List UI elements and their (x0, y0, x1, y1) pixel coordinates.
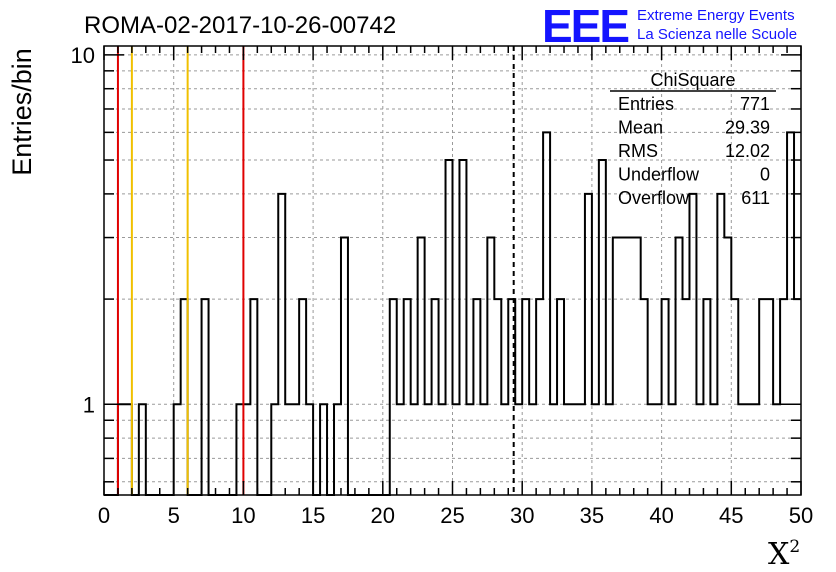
histogram-bin (689, 194, 696, 495)
stats-rows: Entries 771 Mean 29.39 RMS 12.02 Underflow 0 Ove… (618, 94, 770, 208)
stats-label: Mean (618, 118, 663, 138)
axes (103, 45, 802, 496)
histogram-bin (522, 299, 529, 495)
histogram-bin (585, 194, 592, 495)
histogram-bin (250, 299, 257, 495)
histogram-bin (613, 238, 620, 495)
histogram-bin (390, 299, 397, 495)
x-axis-label: X2 (768, 537, 800, 572)
chart-title: ROMA-02-2017-10-26-00742 (84, 12, 396, 39)
x-tick-label: 5 (168, 503, 180, 528)
histogram-bin (299, 299, 306, 495)
histogram-bin (683, 299, 690, 495)
histogram-bin (717, 194, 724, 495)
histogram-bin (676, 238, 683, 495)
histogram-bin (662, 299, 669, 495)
stats-label: Entries (618, 94, 674, 114)
stats-header: ChiSquare (650, 70, 735, 90)
x-axis-label-base: X (768, 537, 790, 572)
y-tick-label: 10 (71, 43, 95, 68)
x-axis-label-sup: 2 (789, 537, 800, 557)
histogram-bin (446, 160, 453, 495)
stats-label: Underflow (618, 165, 700, 185)
histogram-bin (543, 132, 550, 495)
x-tick-label: 50 (789, 503, 813, 528)
histogram-bin (641, 299, 648, 495)
x-tick-label: 10 (231, 503, 255, 528)
histogram-bars (104, 131, 801, 496)
histogram-bin (794, 299, 801, 495)
stats-value: 611 (741, 188, 770, 208)
stats-value: 29.39 (725, 118, 770, 138)
histogram-bin (620, 238, 627, 495)
stats-value: 771 (740, 94, 770, 114)
histogram-bin (634, 238, 641, 495)
y-tick-labels: 1 10 (71, 43, 95, 417)
x-tick-label: 25 (440, 503, 464, 528)
stats-label: RMS (618, 141, 658, 161)
x-tick-label: 30 (510, 503, 534, 528)
histogram-bin (459, 160, 466, 495)
x-tick-label: 15 (301, 503, 325, 528)
histogram-bin (724, 238, 731, 495)
stats-box: ChiSquare Entries 771 Mean 29.39 RMS 12.02 Und… (610, 70, 776, 208)
histogram-bin (404, 299, 411, 495)
histogram-bin (278, 194, 285, 495)
histogram-bin (759, 299, 766, 495)
histogram-bin (494, 299, 501, 495)
histogram-bin (599, 160, 606, 495)
histogram-bin (787, 132, 794, 495)
logo-line-1: Extreme Energy Events (637, 7, 795, 24)
histogram-bin (627, 238, 634, 495)
x-tick-label: 0 (98, 503, 110, 528)
histogram-bin (780, 299, 787, 495)
x-tick-label: 35 (580, 503, 604, 528)
histogram-bin (703, 299, 710, 495)
x-tick-label: 40 (649, 503, 673, 528)
histogram-outline (104, 131, 801, 496)
logo-line-2: La Scienza nelle Scuole (637, 26, 797, 43)
stats-value: 0 (760, 165, 770, 185)
stats-label: Overflow (618, 188, 690, 208)
y-axis-label: Entries/bin (7, 48, 37, 176)
histogram-bin (487, 238, 494, 495)
x-tick-labels: 0 5 10 15 20 25 30 35 40 45 50 (98, 503, 813, 528)
histogram-bin (432, 299, 439, 495)
histogram-bin (341, 238, 348, 495)
histogram-bin (536, 299, 543, 495)
x-tick-label: 45 (719, 503, 743, 528)
histogram-bin (418, 238, 425, 495)
stats-value: 12.02 (725, 141, 770, 161)
histogram-bin (731, 299, 738, 495)
logo-mark: EEE (542, 0, 628, 52)
histogram-bin (766, 299, 773, 495)
y-tick-label: 1 (83, 392, 95, 417)
x-tick-label: 20 (371, 503, 395, 528)
histogram-bin (202, 299, 209, 495)
histogram-bin (181, 299, 188, 495)
histogram-bin (557, 299, 564, 495)
marker-lines (116, 46, 515, 495)
eee-logo: EEE Extreme Energy Events La Scienza nel… (542, 0, 797, 52)
histogram-bin (473, 299, 480, 495)
